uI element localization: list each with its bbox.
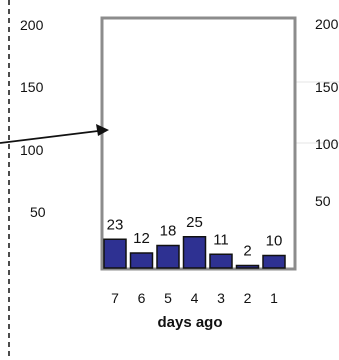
data-label-6: 12 <box>133 230 150 247</box>
x-tick-3: 3 <box>217 290 225 306</box>
left-tick-150: 150 <box>20 79 44 95</box>
bar-3 <box>209 253 233 269</box>
right-tick-150: 150 <box>315 79 339 95</box>
right-tick-200: 200 <box>315 16 339 32</box>
data-label-2: 2 <box>243 243 251 260</box>
bar-4 <box>182 236 207 269</box>
arrow-shaft <box>0 130 99 144</box>
bars-layer: 23 7 12 6 18 5 25 4 11 3 2 2 10 1 <box>103 214 286 306</box>
data-label-7: 23 <box>107 216 124 233</box>
x-tick-4: 4 <box>191 290 199 306</box>
left-tick-200: 200 <box>20 17 44 33</box>
bar-6 <box>129 252 154 269</box>
x-tick-5: 5 <box>164 290 172 306</box>
bar-1 <box>262 254 286 269</box>
plot-frame <box>100 16 297 271</box>
bar-2 <box>235 264 260 269</box>
data-label-1: 10 <box>266 233 283 250</box>
data-label-4: 25 <box>186 214 203 231</box>
right-guide-lines <box>296 81 339 144</box>
data-label-5: 18 <box>160 223 177 240</box>
left-tick-100: 100 <box>20 142 44 158</box>
arrow-head-icon <box>96 124 109 136</box>
x-tick-7: 7 <box>111 290 119 306</box>
right-tick-50: 50 <box>315 193 331 209</box>
left-tick-50: 50 <box>30 204 46 220</box>
bar-7 <box>103 238 127 269</box>
x-tick-1: 1 <box>270 290 278 306</box>
x-tick-6: 6 <box>138 290 146 306</box>
bar-5 <box>156 244 180 269</box>
left-axis-ticks: 200 150 100 50 <box>20 17 46 220</box>
pointer-arrow <box>0 124 109 144</box>
right-axis-ticks: 200 150 100 50 <box>315 16 339 209</box>
data-label-3: 11 <box>213 231 229 248</box>
right-tick-100: 100 <box>315 136 339 152</box>
x-axis-title: days ago <box>157 314 222 331</box>
x-tick-2: 2 <box>244 290 252 306</box>
